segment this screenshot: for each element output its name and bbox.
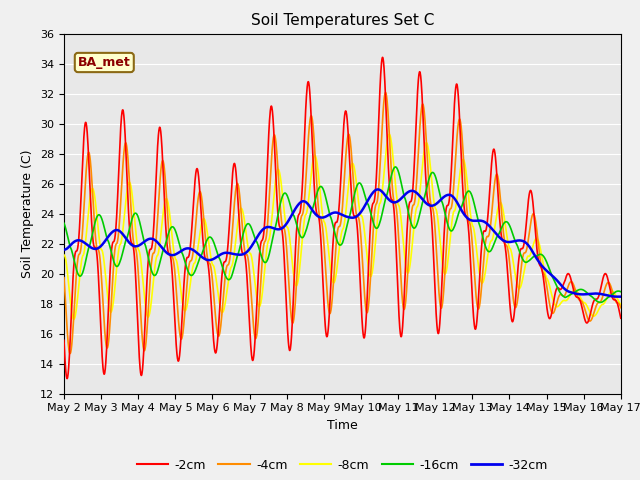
Y-axis label: Soil Temperature (C): Soil Temperature (C) bbox=[22, 149, 35, 278]
Text: BA_met: BA_met bbox=[78, 56, 131, 69]
Title: Soil Temperatures Set C: Soil Temperatures Set C bbox=[251, 13, 434, 28]
X-axis label: Time: Time bbox=[327, 419, 358, 432]
Legend: -2cm, -4cm, -8cm, -16cm, -32cm: -2cm, -4cm, -8cm, -16cm, -32cm bbox=[132, 454, 553, 477]
